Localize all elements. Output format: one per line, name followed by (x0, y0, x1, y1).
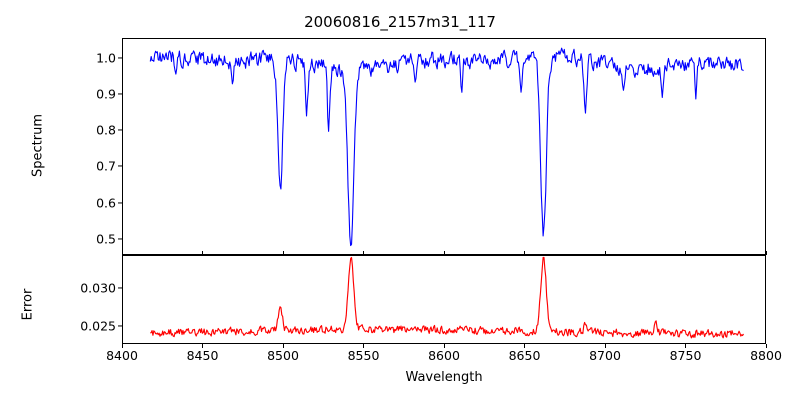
x-tick-mark (282, 344, 284, 348)
page-title: 20060816_2157m31_117 (304, 13, 496, 31)
x-tick-mark-upper (443, 251, 445, 255)
spectrum-y-tick-label: 0.6 (96, 195, 116, 211)
error-line-series (150, 256, 745, 339)
x-tick-mark-upper (524, 251, 526, 255)
x-tick-mark-upper (604, 251, 606, 255)
spectrum-y-tick-mark (118, 202, 122, 204)
x-tick-label: 8450 (186, 348, 219, 363)
x-tick-mark-upper (765, 251, 767, 255)
x-tick-mark (202, 344, 204, 348)
x-tick-mark (685, 344, 687, 348)
spectrum-y-tick-label: 1.0 (96, 50, 116, 66)
spectrum-y-tick-label: 0.9 (96, 86, 116, 102)
spectrum-y-tick-mark (118, 129, 122, 131)
x-tick-mark (604, 344, 606, 348)
spectrum-y-tick-label: 0.8 (96, 122, 116, 138)
spectrum-y-tick-mark (118, 57, 122, 59)
x-tick-mark-upper (685, 251, 687, 255)
x-tick-label: 8600 (428, 348, 460, 363)
spectrum-axis-label: Spectrum (30, 114, 46, 177)
error-y-tick-mark (118, 325, 122, 327)
error-y-tick-label: 0.030 (80, 280, 116, 296)
spectrum-y-tick-label: 0.5 (96, 231, 116, 247)
x-tick-mark (524, 344, 526, 348)
error-trace (150, 256, 745, 339)
error-y-tick-mark (118, 287, 122, 289)
spectrum-y-tick-mark (118, 93, 122, 95)
error-y-tick-label: 0.025 (80, 318, 116, 334)
x-tick-label: 8500 (267, 348, 299, 363)
x-tick-mark-upper (363, 251, 365, 255)
spectrum-y-tick-mark (118, 238, 122, 240)
x-tick-mark (765, 344, 767, 348)
x-tick-label: 8550 (347, 348, 380, 363)
spectrum-trace (149, 47, 744, 247)
spectrum-y-tick-label: 0.7 (96, 158, 116, 174)
spectrum-line-series (149, 47, 744, 247)
x-tick-mark-upper (121, 251, 123, 255)
spectrum-y-tick-mark (118, 165, 122, 167)
x-tick-mark (443, 344, 445, 348)
x-tick-mark (121, 344, 123, 348)
x-tick-label: 8750 (669, 348, 702, 363)
x-axis-label: Wavelength (405, 370, 483, 385)
x-tick-label: 8400 (106, 348, 138, 363)
spectrum-y-axis: 0.5 0.6 0.7 0.8 0.9 1.0 (0, 38, 122, 255)
error-y-axis: 0.025 0.030 (0, 255, 122, 344)
x-tick-label: 8650 (508, 348, 541, 363)
spectrum-plot-panel (122, 38, 766, 255)
x-tick-mark-upper (202, 251, 204, 255)
x-tick-label: 8800 (750, 348, 782, 363)
error-axis-label: Error (20, 288, 36, 321)
error-plot-panel (122, 255, 766, 344)
x-tick-label: 8700 (589, 348, 621, 363)
x-tick-mark (363, 344, 365, 348)
x-tick-mark-upper (282, 251, 284, 255)
